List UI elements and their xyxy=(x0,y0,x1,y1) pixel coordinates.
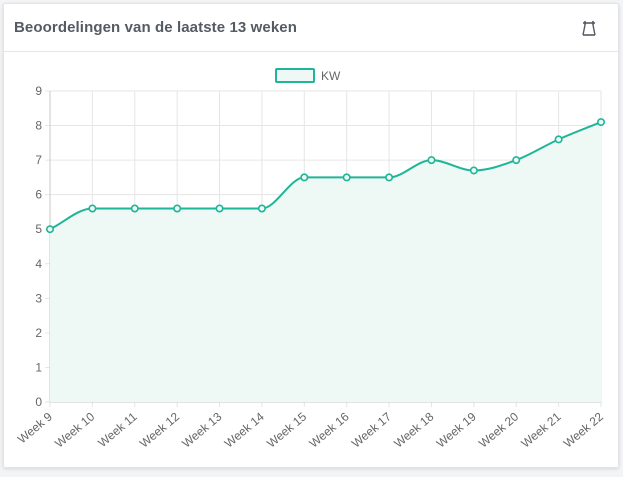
y-tick-label: 3 xyxy=(35,291,42,305)
y-tick-label: 5 xyxy=(35,222,42,236)
x-tick-label: Week 20 xyxy=(476,409,521,450)
data-point[interactable] xyxy=(554,135,563,144)
series-area-kw xyxy=(50,122,601,402)
legend-swatch-kw[interactable] xyxy=(275,68,315,83)
x-tick-label: Week 16 xyxy=(307,409,352,450)
data-point[interactable] xyxy=(257,204,266,213)
y-tick-label: 6 xyxy=(35,188,42,202)
data-point[interactable] xyxy=(300,173,309,182)
x-tick-label: Week 17 xyxy=(349,409,394,450)
data-point[interactable] xyxy=(173,204,182,213)
data-points xyxy=(45,118,605,234)
data-point[interactable] xyxy=(45,225,54,234)
data-point[interactable] xyxy=(385,173,394,182)
data-point[interactable] xyxy=(469,166,478,175)
x-tick-label: Week 12 xyxy=(137,409,182,450)
x-tick-label: Week 22 xyxy=(561,409,606,450)
legend-label-kw[interactable]: KW xyxy=(321,69,341,83)
chart-card: Beoordelingen van de laatste 13 weken 0 1… xyxy=(3,3,619,468)
data-point[interactable] xyxy=(130,204,139,213)
data-point[interactable] xyxy=(596,118,605,127)
card-title: Beoordelingen van de laatste 13 weken xyxy=(14,19,297,36)
y-tick-label: 2 xyxy=(35,326,42,340)
x-tick-label: Week 9 xyxy=(15,409,55,446)
x-tick-label: Week 19 xyxy=(434,409,479,450)
y-axis-ticks: 0 1 2 3 4 5 6 7 8 9 xyxy=(35,84,42,409)
data-point[interactable] xyxy=(215,204,224,213)
y-tick-label: 0 xyxy=(35,395,42,409)
data-point[interactable] xyxy=(512,156,521,165)
x-tick-label: Week 11 xyxy=(95,409,140,450)
data-point[interactable] xyxy=(427,156,436,165)
y-tick-label: 1 xyxy=(35,360,42,374)
card-header: Beoordelingen van de laatste 13 weken xyxy=(4,4,618,52)
area-fill xyxy=(50,122,601,402)
data-point[interactable] xyxy=(88,204,97,213)
x-tick-label: Week 18 xyxy=(391,409,436,450)
data-point[interactable] xyxy=(342,173,351,182)
legend[interactable]: KW xyxy=(275,68,341,83)
y-tick-label: 9 xyxy=(35,84,42,98)
x-tick-label: Week 15 xyxy=(264,409,309,450)
x-tick-label: Week 14 xyxy=(222,409,267,450)
date-range-icon[interactable] xyxy=(580,20,598,38)
y-tick-label: 8 xyxy=(35,119,42,133)
x-tick-label: Week 13 xyxy=(179,409,224,450)
y-tick-label: 4 xyxy=(35,257,42,271)
x-tick-label: Week 10 xyxy=(52,409,97,450)
y-tick-label: 7 xyxy=(35,153,42,167)
x-tick-label: Week 21 xyxy=(518,409,563,450)
